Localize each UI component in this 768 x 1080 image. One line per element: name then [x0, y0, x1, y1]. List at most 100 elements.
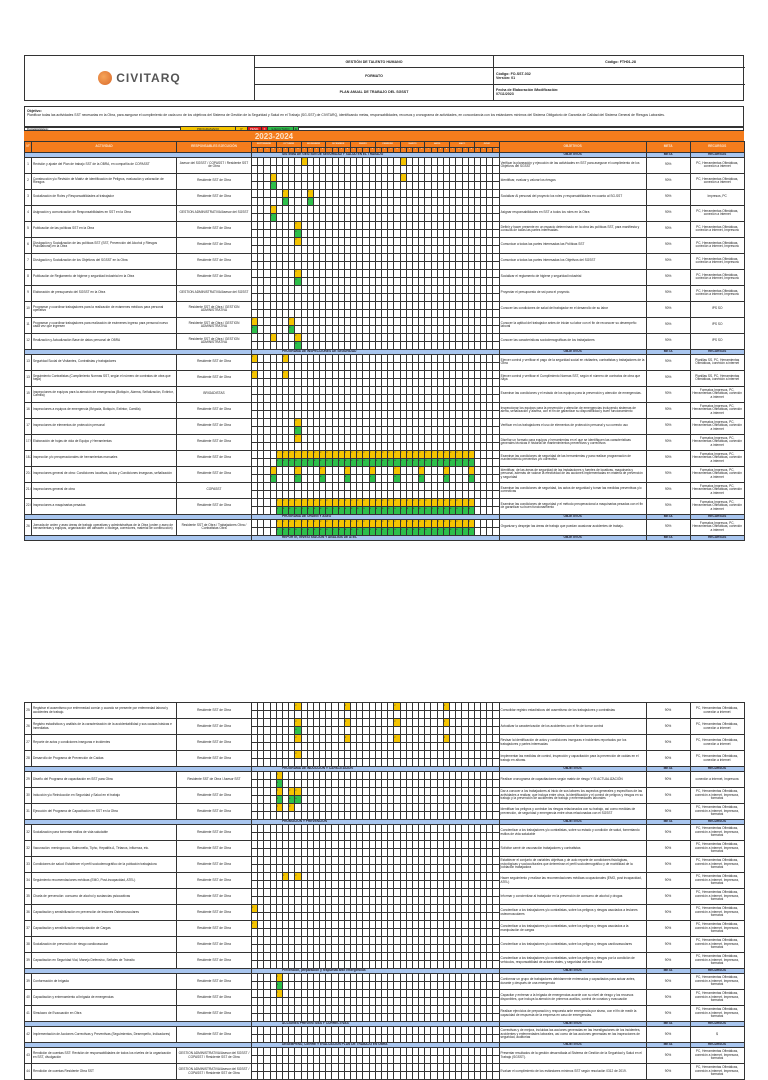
schedule-cell-executed[interactable]: [492, 710, 500, 719]
goal-cell: 90%: [645, 803, 691, 820]
schedule-cell-executed[interactable]: [492, 292, 500, 302]
row-number: 6: [24, 236, 32, 254]
resources-cell: PC, Herramientas Ofimáticas, conexión a …: [689, 1063, 745, 1080]
schedule-cell-executed[interactable]: [492, 1034, 500, 1043]
goal-cell: 90%: [645, 1005, 691, 1022]
schedule-cell-executed[interactable]: [492, 779, 500, 788]
table-row: 6 Divulgación y Socialización de las polí…: [24, 236, 745, 254]
legend-e: E: [293, 126, 299, 131]
month-header: MARZO: [399, 141, 426, 148]
schedule-cell-executed[interactable]: [492, 758, 500, 767]
objective-cell: Examinar las condiciones de seguridad y …: [498, 497, 647, 515]
row-number: 33: [24, 856, 32, 873]
objective-cell: Hacer seguimiento y realizar las recomen…: [498, 872, 647, 889]
schedule-cell-executed[interactable]: [492, 1055, 500, 1064]
schedule-cell-executed[interactable]: [492, 409, 500, 419]
schedule-cell-executed[interactable]: [492, 1071, 500, 1080]
schedule-cell-executed[interactable]: [492, 997, 500, 1006]
goal-cell: 90%: [645, 518, 691, 536]
resources-cell: PC, Herramientas Ofimáticas, conexión a …: [689, 1047, 745, 1064]
resources-cell: PC, Herramientas Ofimáticas, conexión a …: [689, 952, 745, 969]
row-number: 31: [24, 803, 32, 820]
schedule-cell-executed[interactable]: [492, 526, 500, 536]
schedule-cell-executed[interactable]: [492, 324, 500, 334]
legend-pending: PEND.: [247, 127, 261, 131]
responsible-cell: Residente SST de Obra: [176, 497, 252, 515]
schedule-cell-executed[interactable]: [492, 228, 500, 238]
objective-cell: Asignar responsabilidades en SST a todos…: [498, 204, 647, 222]
schedule-cell-executed[interactable]: [492, 473, 500, 483]
goal-cell: 90%: [645, 449, 691, 467]
schedule-cell-executed[interactable]: [492, 196, 500, 206]
schedule-cell-executed[interactable]: [492, 441, 500, 451]
table-row: 44 Rendición de cuentas Residente Obra SS…: [24, 1063, 745, 1080]
schedule-cell-executed[interactable]: [492, 928, 500, 937]
row-number: 11: [24, 316, 32, 334]
table-row: 13 Seguridad Social de Visitantes, Contra…: [24, 353, 745, 371]
activity-cell: Desarrollo de Programa de Prevención de …: [31, 750, 177, 767]
table-row: 38 Socialización de prevención de riesgo …: [24, 936, 745, 953]
objective-cell: Consolidar registro estadísticos del aus…: [498, 702, 647, 719]
schedule-cell-executed[interactable]: [492, 944, 500, 953]
schedule-cell-executed[interactable]: [492, 1013, 500, 1022]
objective-cell: Conformar un grupo de trabajadores debid…: [498, 973, 647, 990]
row-number: 5: [24, 220, 32, 238]
logo-icon: [98, 71, 113, 85]
schedule-cell-executed[interactable]: [492, 489, 500, 499]
schedule-cell-executed[interactable]: [492, 340, 500, 350]
resources-cell: Formatos Impresos, PC, Herramientas Ofim…: [689, 449, 745, 467]
activity-cell: Asignación y comunicación de Responsabil…: [31, 204, 177, 222]
goal-cell: 90%: [645, 417, 691, 435]
table-row: 32 Vacunación: meningococo, Salmonella, T…: [24, 840, 745, 857]
legend-executed: EJECUTADO: [267, 127, 293, 131]
responsible-cell: Residente SST de Obra / GESTION ADMINIST…: [176, 316, 252, 334]
activity-cell: Jornada de orden y aseo áreas de trabajo…: [31, 518, 177, 536]
schedule-cell-executed[interactable]: [492, 811, 500, 820]
schedule-cell-executed[interactable]: [492, 308, 500, 318]
schedule-cell-executed[interactable]: [492, 880, 500, 889]
responsible-cell: COPASST: [176, 481, 252, 499]
objective-cell: Diseñar un formato para equipos y herram…: [498, 433, 647, 451]
schedule-cell-executed[interactable]: [492, 212, 500, 222]
schedule-cell-executed[interactable]: [492, 276, 500, 286]
schedule-cell-executed[interactable]: [492, 981, 500, 990]
responsible-cell: Residente SST de Obra: [176, 369, 252, 387]
schedule-cell-executed[interactable]: [492, 457, 500, 467]
header-format: FORMATO: [255, 68, 493, 85]
activity-cell: Socialización para fomentar estilos de v…: [31, 824, 177, 841]
schedule-cell-executed[interactable]: [492, 912, 500, 921]
activity-cell: Inspección y/o preoperacionales de herra…: [31, 449, 177, 467]
objective-cell: Capacitar y entrenar a la brigada de eme…: [498, 989, 647, 1006]
row-number: 10: [24, 300, 32, 318]
schedule-cell-executed[interactable]: [492, 896, 500, 905]
objective-cell: Concientizar a los trabajadores y/o cont…: [498, 952, 647, 969]
schedule-cell-executed[interactable]: [492, 742, 500, 751]
row-number: 18.2: [24, 449, 32, 467]
schedule-cell-executed[interactable]: [492, 244, 500, 254]
objective-cell: Evaluar el cumplimiento de los estándare…: [498, 1063, 647, 1080]
schedule-cell-executed[interactable]: [492, 164, 500, 174]
row-number: 26: [24, 718, 32, 735]
schedule-cell-executed[interactable]: [492, 848, 500, 857]
schedule-cell-executed[interactable]: [492, 505, 500, 515]
schedule-cell-executed[interactable]: [492, 726, 500, 735]
table-row: 17 Inspecciones de elementos de protecció…: [24, 417, 745, 435]
activity-cell: Capacitación y entrenamiento al brigada …: [31, 989, 177, 1006]
table-row: 16 Inspecciones a equipos de emergencia (…: [24, 401, 745, 419]
schedule-cell-executed[interactable]: [492, 795, 500, 804]
table-row: 1 Revisión y ajuste del Plan de trabajo S…: [24, 156, 745, 174]
schedule-cell-executed[interactable]: [492, 361, 500, 371]
schedule-cell-executed[interactable]: [492, 960, 500, 969]
table-row: 36 Capacitación y sensibilización en prev…: [24, 904, 745, 921]
goal-cell: 90%: [645, 702, 691, 719]
activity-cell: Inspecciones de equipos para la atención…: [31, 385, 177, 403]
schedule-cell-executed[interactable]: [492, 832, 500, 841]
schedule-cell-executed[interactable]: [492, 393, 500, 403]
schedule-cell-executed[interactable]: [492, 377, 500, 387]
schedule-cell-executed[interactable]: [492, 260, 500, 270]
objective-cell: Identificar los peligros y controlar los…: [498, 803, 647, 820]
schedule-cell-executed[interactable]: [492, 864, 500, 873]
resources-cell: Formatos Impresos, PC, Herramientas Ofim…: [689, 385, 745, 403]
schedule-cell-executed[interactable]: [492, 425, 500, 435]
schedule-cell-executed[interactable]: [492, 180, 500, 190]
